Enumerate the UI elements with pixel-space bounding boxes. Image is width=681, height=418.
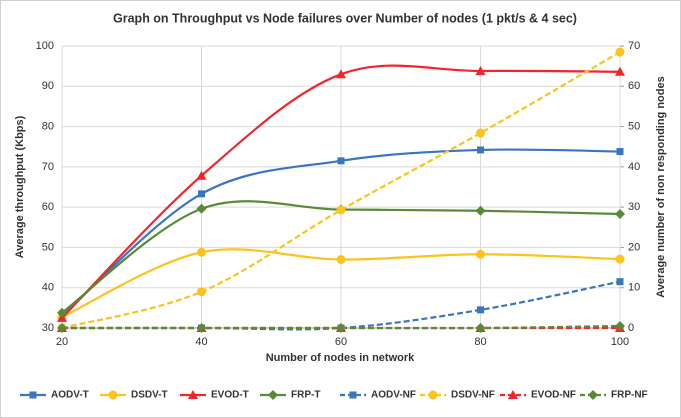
marker <box>108 390 118 400</box>
marker <box>476 249 485 259</box>
y-tick-label: 80 <box>42 120 54 132</box>
legend-item: EVOD-NF <box>500 390 576 401</box>
legend-item: FRP-NF <box>580 390 648 401</box>
marker <box>477 146 484 154</box>
marker <box>57 307 67 318</box>
y2-tick-label: 50 <box>628 120 640 132</box>
marker <box>196 323 207 333</box>
marker <box>349 391 357 399</box>
marker <box>477 306 484 314</box>
x-tick-label: 20 <box>56 336 68 348</box>
x-tick-label: 40 <box>195 336 207 348</box>
y-tick-label: 90 <box>42 80 54 92</box>
legend-label: FRP-T <box>291 390 320 401</box>
legend-label: DSDV-T <box>131 390 168 401</box>
legend-item: DSDV-NF <box>420 390 495 401</box>
series-line <box>61 64 621 319</box>
y-tick-label: 70 <box>42 161 54 173</box>
legend-item: AODV-T <box>20 390 89 401</box>
marker <box>615 66 625 76</box>
legend-label: AODV-NF <box>371 390 416 401</box>
x-axis-label: Number of nodes in network <box>266 352 415 364</box>
marker <box>615 254 625 264</box>
legend-item: FRP-T <box>260 390 320 401</box>
marker <box>29 391 37 399</box>
legend-label: FRP-NF <box>611 390 648 401</box>
chart-title: Graph on Throughput vs Node failures ove… <box>113 11 577 25</box>
marker <box>196 203 207 214</box>
legend-label: EVOD-T <box>211 390 249 401</box>
y-tick-label: 30 <box>42 322 54 334</box>
legend-label: AODV-T <box>51 390 89 401</box>
x-tick-label: 80 <box>474 336 486 348</box>
marker <box>337 157 345 165</box>
marker <box>57 323 67 333</box>
y2-axis-label: Average number of non responding nodes <box>655 76 667 297</box>
marker <box>615 320 625 331</box>
marker <box>197 247 206 257</box>
y2-tick-label: 70 <box>628 40 640 52</box>
y2-tick-label: 0 <box>628 322 634 334</box>
series-line <box>61 200 621 314</box>
y2-tick-label: 10 <box>628 282 640 294</box>
marker <box>198 190 205 198</box>
marker <box>616 148 624 156</box>
marker <box>508 390 518 399</box>
y-tick-label: 100 <box>36 40 54 52</box>
marker <box>615 47 625 57</box>
marker <box>336 323 346 333</box>
marker <box>475 205 486 216</box>
marker <box>336 255 346 265</box>
marker <box>268 390 278 400</box>
marker <box>615 208 625 219</box>
marker <box>616 278 624 286</box>
y-tick-label: 40 <box>42 282 54 294</box>
legend-label: EVOD-NF <box>531 390 576 401</box>
marker <box>476 128 485 138</box>
marker <box>188 390 198 399</box>
marker <box>336 205 346 215</box>
marker <box>428 390 438 400</box>
y2-tick-label: 40 <box>628 161 640 173</box>
x-tick-label: 100 <box>611 336 629 348</box>
y-tick-label: 50 <box>42 241 54 253</box>
legend-item: AODV-NF <box>340 390 416 401</box>
marker <box>196 170 207 180</box>
x-tick-label: 60 <box>335 336 347 348</box>
legend-item: DSDV-T <box>100 390 168 401</box>
y-tick-label: 60 <box>42 201 54 213</box>
marker <box>475 323 486 333</box>
marker <box>197 287 206 297</box>
y2-tick-label: 30 <box>628 201 640 213</box>
marker <box>336 69 346 79</box>
y2-tick-label: 60 <box>628 80 640 92</box>
series-line <box>61 148 621 317</box>
legend-item: EVOD-T <box>180 390 249 401</box>
y2-tick-label: 20 <box>628 241 640 253</box>
marker <box>475 65 486 75</box>
legend-label: DSDV-NF <box>451 390 495 401</box>
y-axis-label: Average throughput (Kbps) <box>14 115 26 258</box>
marker <box>588 390 598 400</box>
